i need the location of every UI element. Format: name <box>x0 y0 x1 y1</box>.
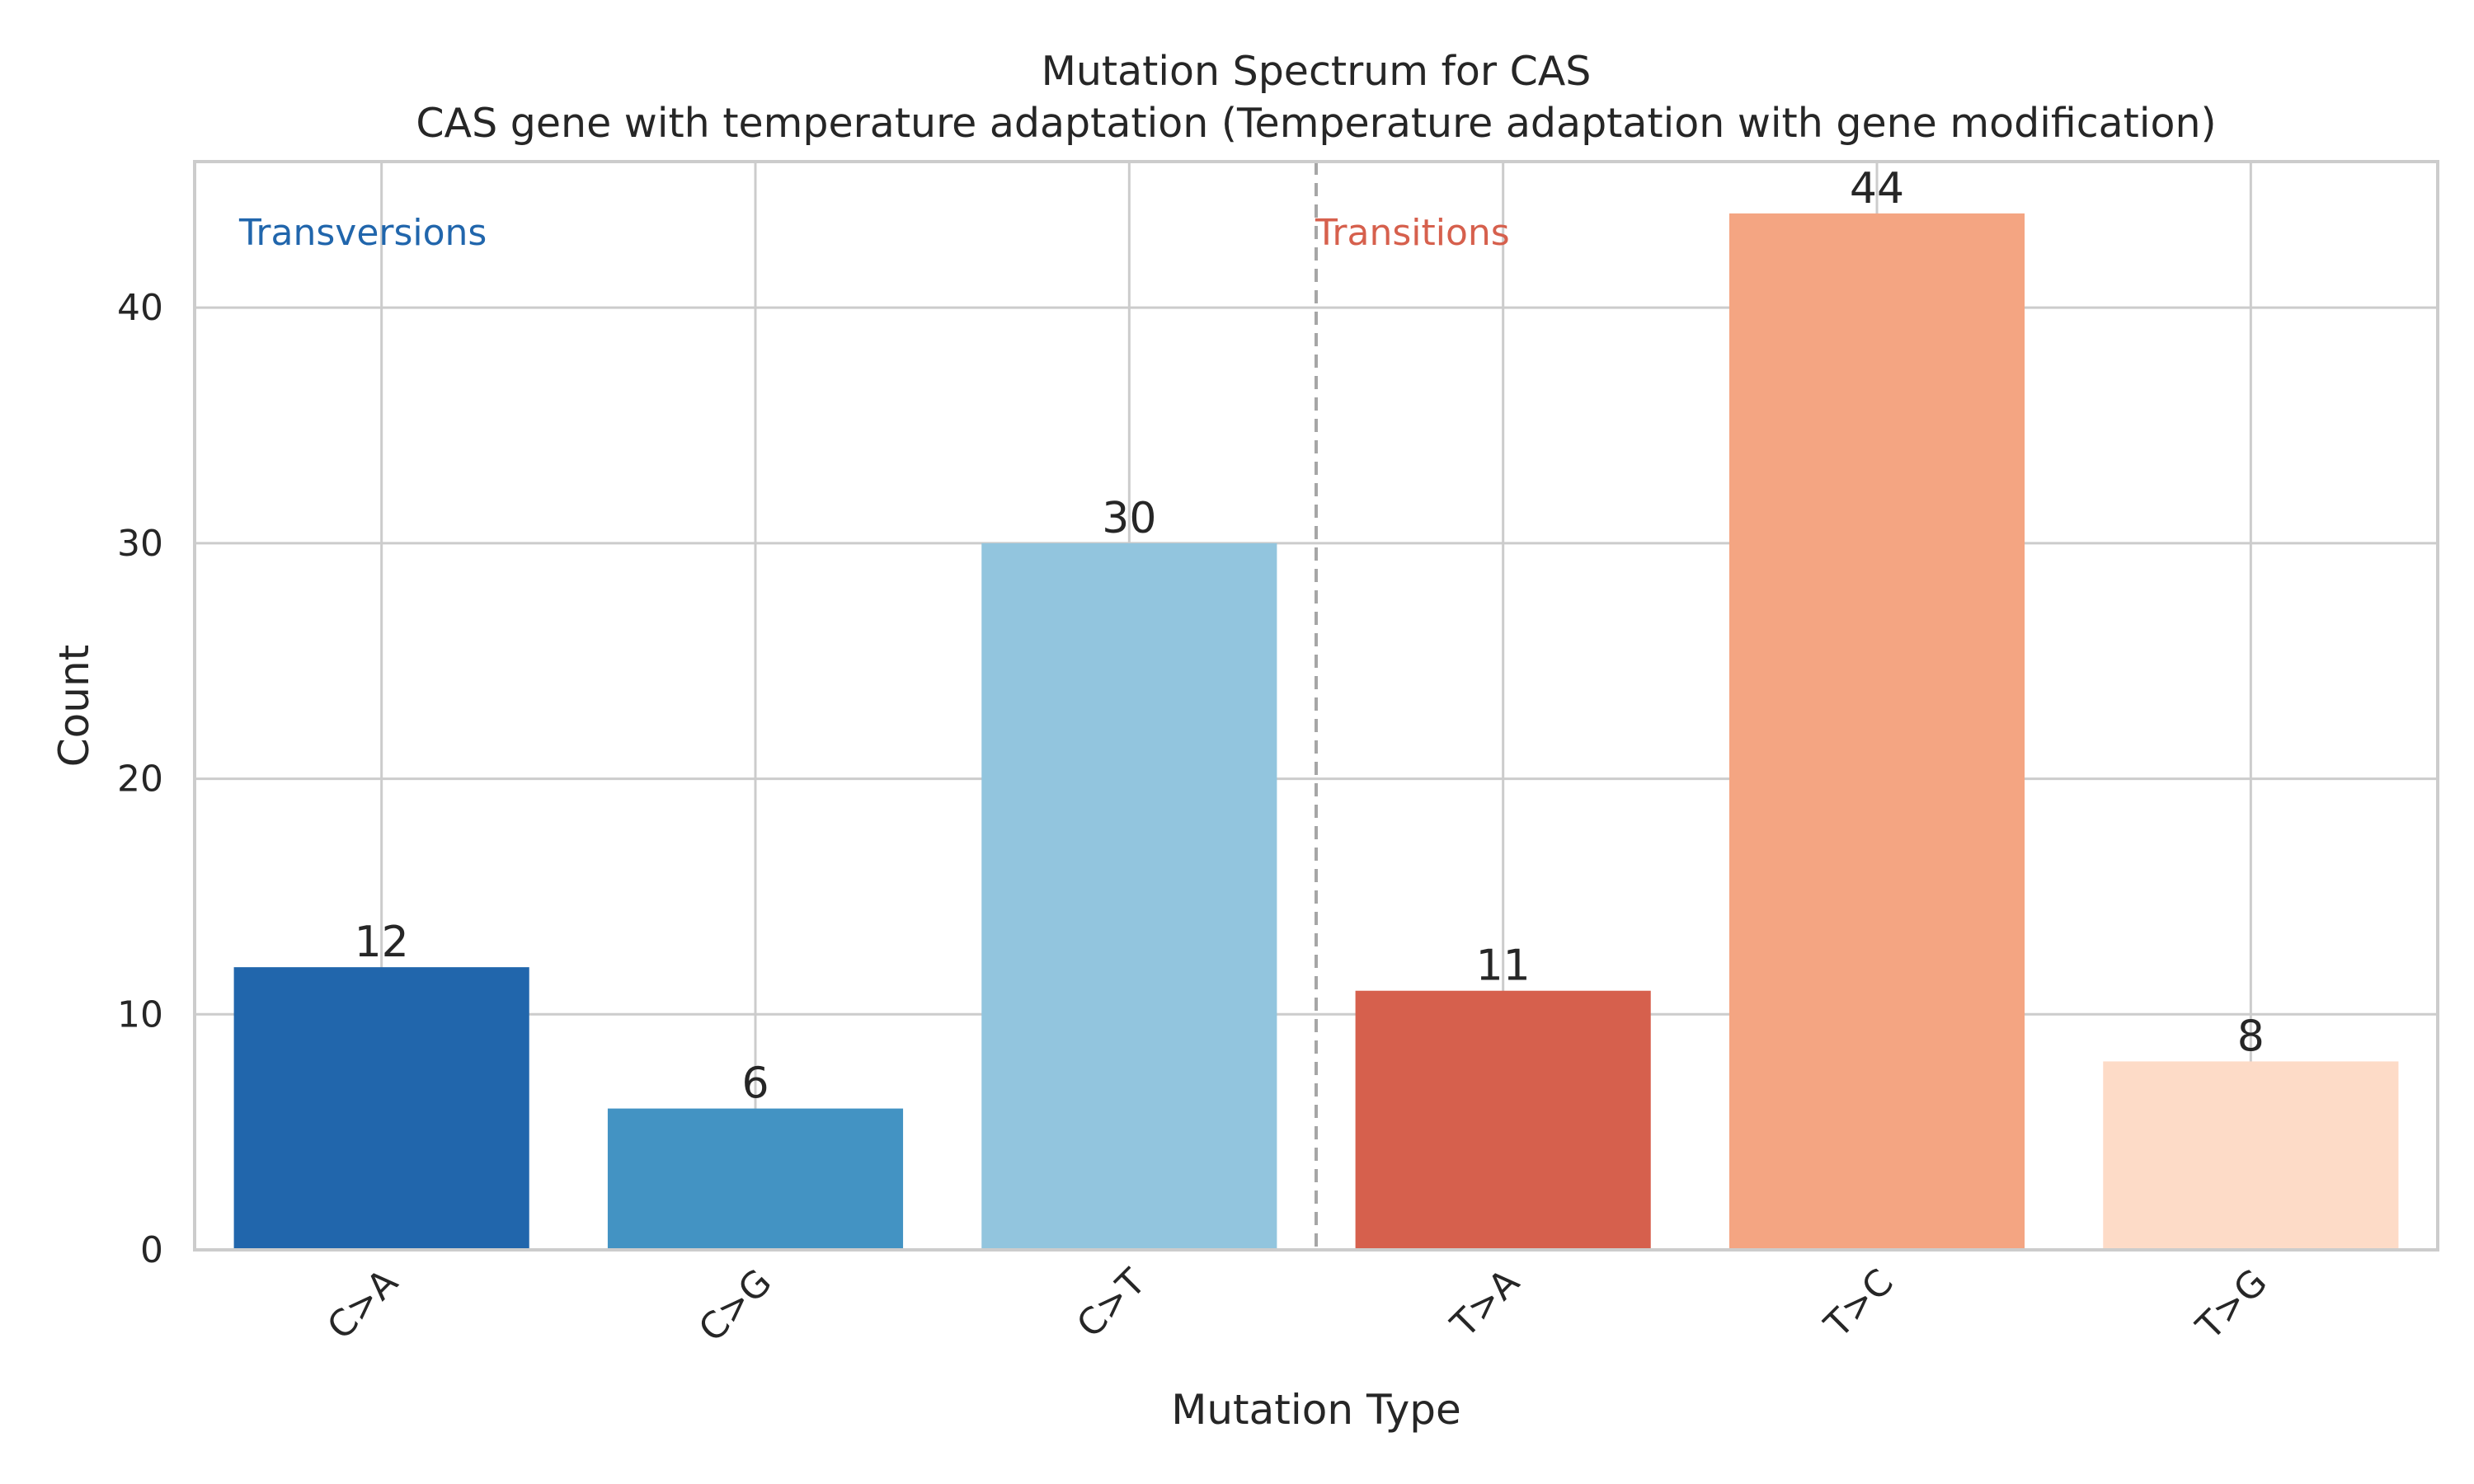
chart-title: Mutation Spectrum for CAS <box>1042 48 1592 95</box>
bar-2 <box>981 542 1277 1250</box>
bar-4 <box>1729 213 2025 1250</box>
x-axis-label: Mutation Type <box>1171 1386 1461 1434</box>
x-tick-label: C>T <box>1069 1261 1154 1346</box>
bar-value-label: 30 <box>1102 494 1156 543</box>
y-tick-label: 20 <box>117 758 163 801</box>
y-tick-label: 0 <box>140 1229 163 1271</box>
x-tick-label: T>C <box>1816 1261 1902 1347</box>
bar-1 <box>607 1108 904 1250</box>
bar-value-label: 12 <box>355 918 409 967</box>
x-tick-label: T>A <box>1442 1261 1527 1346</box>
transversions-label: Transversions <box>238 212 487 254</box>
bar-value-label: 44 <box>1850 164 1904 214</box>
y-tick-label: 40 <box>117 287 163 329</box>
bar-0 <box>233 967 529 1250</box>
grid <box>195 162 2438 1252</box>
bar-value-label: 11 <box>1476 942 1531 991</box>
transitions-label: Transitions <box>1315 212 1510 254</box>
bar-value-label: 8 <box>2237 1012 2265 1061</box>
chart-subtitle: CAS gene with temperature adaptation (Te… <box>416 100 2216 147</box>
plot-frame <box>193 160 2439 1252</box>
y-axis-label: Count <box>50 645 98 768</box>
bars: 12 6 30 11 44 8 <box>233 164 2399 1250</box>
bar-value-label: 6 <box>741 1059 769 1109</box>
x-tick-label: C>A <box>319 1261 406 1348</box>
x-tick-label: T>G <box>2188 1261 2275 1349</box>
bar-5 <box>2103 1061 2399 1250</box>
x-tick-label: C>G <box>691 1261 780 1350</box>
y-tick-label: 10 <box>117 993 163 1036</box>
bar-3 <box>1355 990 1651 1250</box>
y-tick-label: 30 <box>117 523 163 565</box>
